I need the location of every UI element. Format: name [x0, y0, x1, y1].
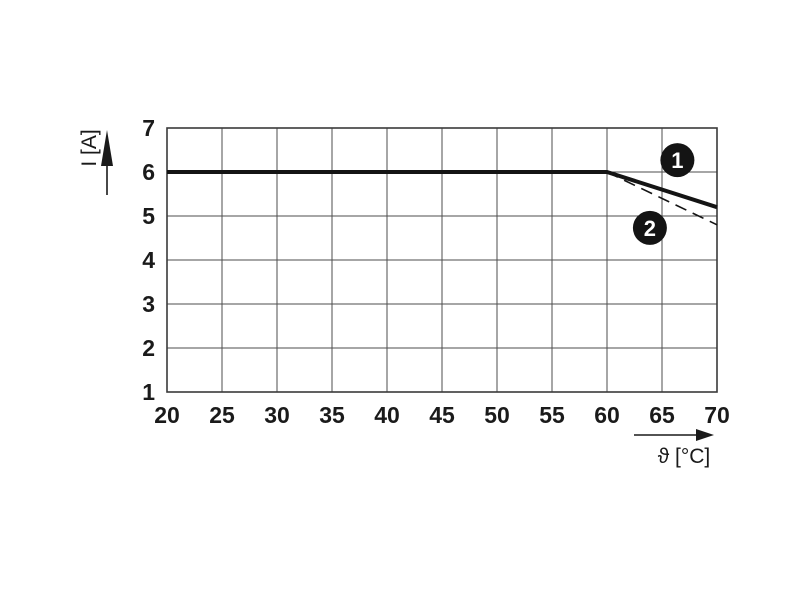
y-tick-label: 1	[142, 379, 155, 405]
y-axis-tick-labels: 1 2 3 4 5 6 7	[142, 115, 155, 405]
x-tick-label: 40	[374, 402, 400, 428]
badge-circle-2	[632, 210, 667, 245]
y-tick-label: 4	[142, 247, 155, 273]
y-tick-label: 5	[142, 203, 155, 229]
x-tick-label: 45	[429, 402, 455, 428]
series-badges: 12	[632, 143, 695, 245]
y-axis-label: I [A]	[78, 129, 101, 166]
x-axis-label: ϑ [°C]	[658, 445, 711, 468]
badge-number-2: 2	[644, 216, 656, 241]
data-curves	[167, 170, 718, 226]
grid-lines	[166, 127, 718, 393]
badge-circle-1	[660, 143, 695, 178]
x-tick-label: 60	[594, 402, 620, 428]
x-tick-label: 55	[539, 402, 565, 428]
badge-number-1: 1	[671, 148, 683, 173]
x-tick-label: 70	[704, 402, 730, 428]
y-tick-label: 3	[142, 291, 155, 317]
x-axis-arrow-icon	[634, 429, 714, 441]
x-tick-label: 25	[209, 402, 235, 428]
x-axis-tick-labels: 20 25 30 35 40 45 50 55 60 65 70	[154, 402, 730, 428]
curve-2	[606, 171, 718, 226]
x-tick-label: 50	[484, 402, 510, 428]
x-tick-label: 35	[319, 402, 345, 428]
y-tick-label: 2	[142, 335, 155, 361]
plot-border	[166, 127, 718, 393]
x-tick-label: 20	[154, 402, 180, 428]
x-tick-label: 30	[264, 402, 290, 428]
y-tick-label: 7	[142, 115, 155, 141]
x-tick-label: 65	[649, 402, 675, 428]
y-axis-arrow-icon	[101, 130, 113, 195]
y-tick-label: 6	[142, 159, 155, 185]
